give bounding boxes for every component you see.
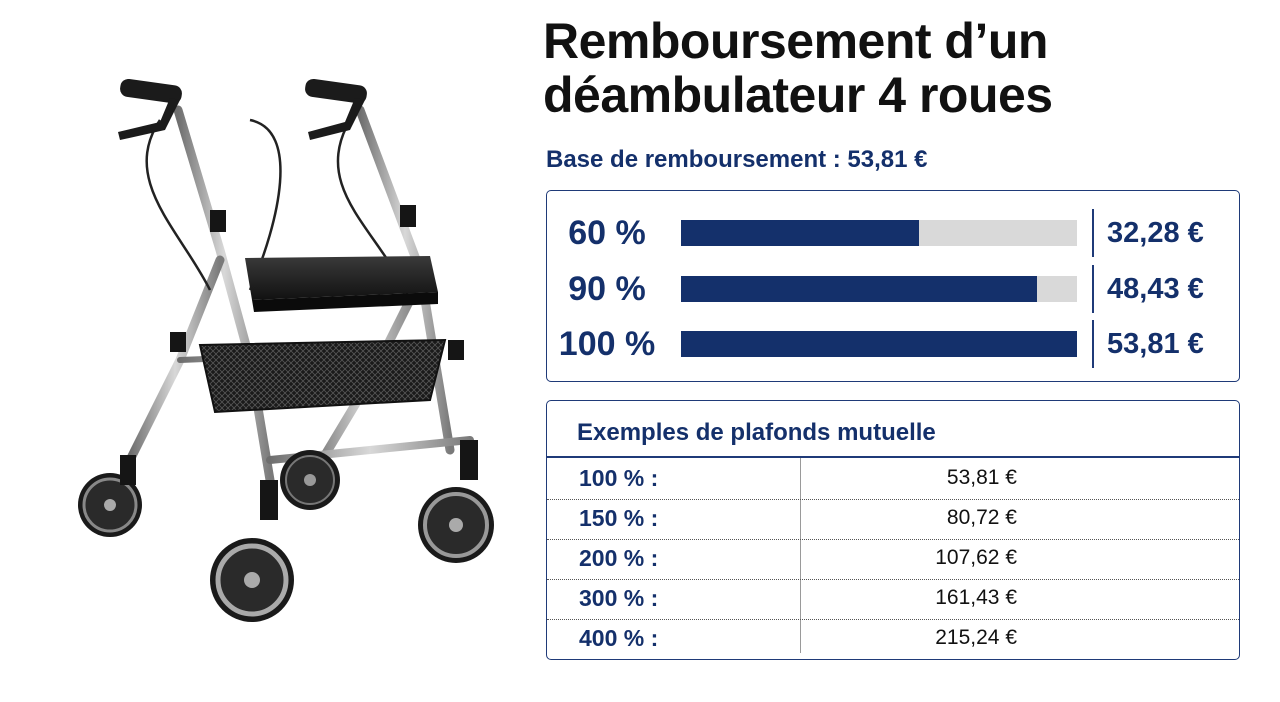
rate-separator: [1092, 209, 1094, 257]
rate-bar-fill: [681, 220, 919, 246]
caps-panel: Exemples de plafonds mutuelle 100 % : 53…: [546, 400, 1240, 660]
cap-value: 53,81 €: [946, 466, 1017, 489]
cap-label: 300 % :: [579, 585, 659, 611]
table-row: 400 % : 215,24 €: [547, 619, 1239, 659]
rate-label: 60 %: [568, 214, 646, 252]
rate-amount: 48,43 €: [1107, 273, 1204, 305]
rate-row-90: 90 % 48,43 €: [547, 265, 1239, 313]
rate-bar-track: [681, 276, 1077, 302]
rate-label: 100 %: [558, 325, 656, 363]
rate-bar-fill: [681, 331, 1077, 357]
walker-illustration: [78, 78, 494, 622]
rate-separator: [1092, 320, 1094, 368]
rate-bar-track: [681, 220, 1077, 246]
caps-header-divider: [547, 456, 1239, 458]
base-reimbursement: Base de remboursement : 53,81 €: [546, 146, 928, 173]
cap-label: 150 % :: [579, 505, 659, 531]
table-row: 300 % : 161,43 €: [547, 579, 1239, 620]
rate-row-100: 100 % 53,81 €: [547, 320, 1239, 368]
table-row: 100 % : 53,81 €: [547, 459, 1239, 500]
cap-value: 161,43 €: [935, 586, 1017, 609]
cap-value: 215,24 €: [935, 626, 1017, 649]
rate-bar-track: [681, 331, 1077, 357]
rate-amount: 53,81 €: [1107, 328, 1204, 360]
rate-amount: 32,28 €: [1107, 217, 1204, 249]
cap-label: 400 % :: [579, 625, 659, 651]
caps-title: Exemples de plafonds mutuelle: [577, 419, 936, 446]
rate-bar-fill: [681, 276, 1038, 302]
rate-separator: [1092, 265, 1094, 313]
page-title: Remboursement d’un déambulateur 4 roues: [543, 14, 1263, 122]
cap-label: 200 % :: [579, 545, 659, 571]
title-line-2: déambulateur 4 roues: [543, 67, 1053, 123]
caps-column-divider: [800, 458, 801, 653]
cap-value: 107,62 €: [935, 546, 1017, 569]
rates-panel: 60 % 32,28 € 90 % 48,43 € 100 % 53,81 €: [546, 190, 1240, 382]
cap-label: 100 % :: [579, 465, 659, 491]
rate-label: 90 %: [568, 270, 646, 308]
rate-row-60: 60 % 32,28 €: [547, 209, 1239, 257]
cap-value: 80,72 €: [946, 506, 1017, 529]
table-row: 150 % : 80,72 €: [547, 499, 1239, 540]
table-row: 200 % : 107,62 €: [547, 539, 1239, 580]
title-line-1: Remboursement d’un: [543, 13, 1048, 69]
